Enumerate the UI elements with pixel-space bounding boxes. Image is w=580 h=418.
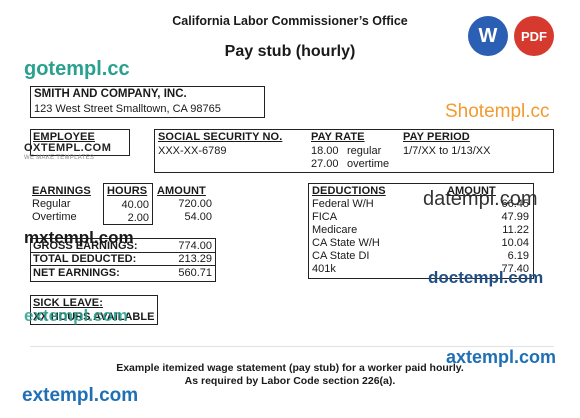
word-icon[interactable]: W (468, 16, 508, 56)
company-box: SMITH AND COMPANY, INC. 123 West Street … (30, 86, 265, 118)
company-name: SMITH AND COMPANY, INC. (34, 88, 187, 100)
pay-rate-overtime-amount: 27.00 (311, 158, 339, 170)
hours-label: HOURS (107, 185, 148, 197)
sick-leave-box: SICK LEAVE: XX HOURS AVAILABLE (30, 295, 158, 325)
deduction-name: Federal W/H (312, 198, 374, 210)
deduction-name: FICA (312, 211, 338, 223)
amount-label: AMOUNT (157, 185, 206, 197)
deductions-box: DEDUCTIONS AMOUNT Federal W/H 66.45 FICA… (308, 183, 534, 279)
datempl-watermark: datempl.com (423, 188, 538, 210)
deduction-name: CA State W/H (312, 237, 380, 249)
overtime-hours: 2.00 (127, 212, 149, 224)
ssn-label: SOCIAL SECURITY NO. (158, 131, 283, 143)
regular-label: Regular (32, 198, 71, 210)
pay-info-box: SOCIAL SECURITY NO. XXX-XX-6789 PAY RATE… (154, 129, 554, 173)
shotempl-watermark: Shotempl.cc (445, 101, 550, 122)
net-earnings-label: NET EARNINGS: (33, 267, 120, 279)
earnings-label: EARNINGS (32, 185, 91, 197)
page-title: Pay stub (hourly) (224, 43, 356, 60)
gross-earnings-label: GROSS EARNINGS: (33, 240, 138, 252)
sick-leave-value: XX HOURS AVAILABLE (33, 311, 155, 323)
total-deducted-value: 213.29 (178, 253, 212, 265)
footer-line-1: Example itemized wage statement (pay stu… (116, 362, 464, 374)
total-deducted-label: TOTAL DEDUCTED: (33, 253, 137, 265)
extempl-bottom-watermark: extempl.com (22, 385, 139, 406)
deduction-amount: 10.04 (501, 237, 529, 249)
sick-leave-label: SICK LEAVE: (33, 297, 103, 309)
gotempl-watermark: gotempl.cc (24, 58, 130, 80)
mxtempl-watermark: mxtempl.com (24, 228, 134, 247)
oxtempl-tagline: WE MAKE TEMPLATES (24, 155, 95, 161)
regular-amount: 720.00 (178, 198, 212, 210)
deduction-amount: 66.45 (501, 198, 529, 210)
gross-earnings-value: 774.00 (178, 240, 212, 252)
deduction-amount: 77.40 (501, 263, 529, 275)
deduction-name: Medicare (312, 224, 358, 236)
net-earnings-value: 560.71 (178, 267, 212, 279)
regular-hours: 40.00 (121, 199, 149, 211)
employee-label: EMPLOYEE (33, 131, 95, 143)
ssn-value: XXX-XX-6789 (158, 145, 227, 157)
totals-box: GROSS EARNINGS: 774.00 TOTAL DEDUCTED: 2… (30, 238, 216, 282)
overtime-label: Overtime (32, 211, 77, 223)
pay-rate-overtime-kind: overtime (347, 158, 390, 170)
deduction-name: CA State DI (312, 250, 370, 262)
deduction-amount: 6.19 (507, 250, 529, 262)
deduction-amount: 11.22 (502, 224, 529, 236)
pay-period-label: PAY PERIOD (403, 131, 470, 143)
extempl-watermark: extempl.com (24, 306, 128, 325)
pay-rate-label: PAY RATE (311, 131, 365, 143)
oxtempl-watermark: OXTEMPL.COM (24, 142, 112, 154)
divider (30, 346, 554, 347)
pay-rate-regular-kind: regular (347, 145, 382, 157)
hours-box: HOURS 40.00 2.00 (103, 183, 153, 225)
overtime-amount: 54.00 (184, 211, 212, 223)
pdf-icon[interactable]: PDF (514, 16, 554, 56)
doctempl-watermark: doctempl.com (428, 268, 544, 287)
employee-box: EMPLOYEE (30, 129, 130, 156)
pay-rate-regular-amount: 18.00 (311, 145, 339, 157)
deductions-label: DEDUCTIONS (312, 185, 386, 197)
deduction-name: 401k (312, 263, 336, 275)
pay-period-value: 1/7/XX to 1/13/XX (403, 145, 491, 157)
footer-line-2: As required by Labor Code section 226(a)… (184, 375, 396, 387)
office-title: California Labor Commissioner’s Office (172, 14, 408, 28)
deduction-amount: 47.99 (501, 211, 529, 223)
deductions-amount-label: AMOUNT (447, 185, 496, 197)
company-address: 123 West Street Smalltown, CA 98765 (34, 103, 221, 115)
axtempl-watermark: axtempl.com (446, 347, 557, 367)
